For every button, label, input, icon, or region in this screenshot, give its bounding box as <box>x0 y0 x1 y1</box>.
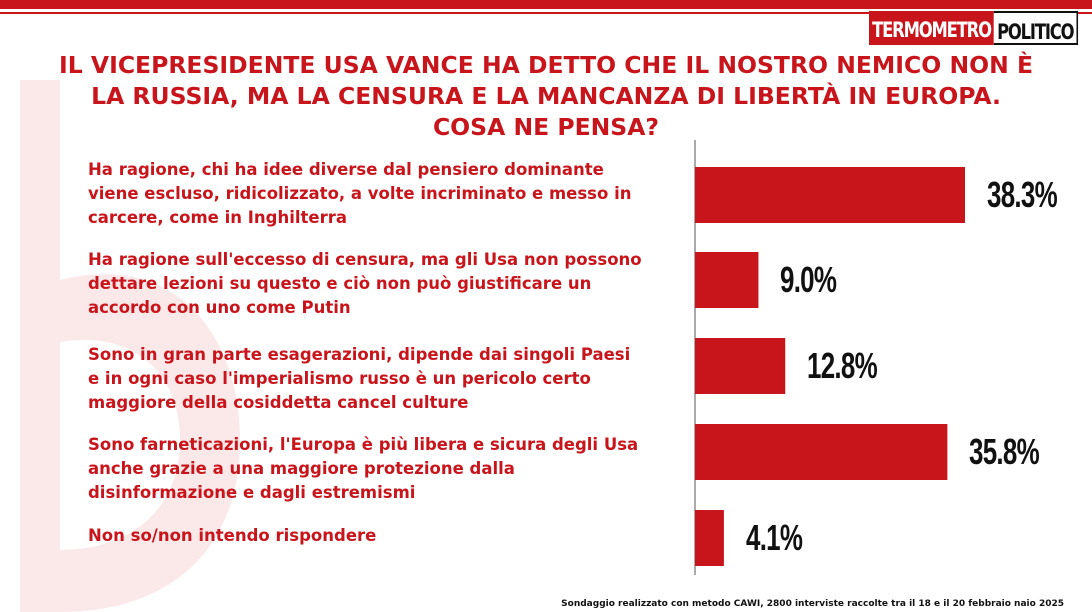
data-label-2: 9.0% <box>780 259 837 300</box>
category-label-4-line-1: Sono farneticazioni, l'Europa è più libe… <box>88 435 639 454</box>
bar-1 <box>695 167 965 223</box>
category-label-5: Non so/non intendo rispondere <box>88 524 688 548</box>
category-label-2-line-1: Ha ragione sull'eccesso di censura, ma g… <box>88 250 642 269</box>
logo-part-2: POLITICO <box>993 11 1079 45</box>
title-line-1: IL VICEPRESIDENTE USA VANCE HA DETTO CHE… <box>58 51 1034 79</box>
category-label-4-line-2: anche grazie a una maggiore protezione d… <box>88 459 515 478</box>
category-label-2-line-3: accordo con uno come Putin <box>88 298 351 317</box>
category-label-2-line-2: dettare lezioni su questo e ciò non può … <box>88 274 592 293</box>
category-label-3-line-3: maggiore della cosiddetta cancel culture <box>88 393 469 412</box>
background-watermark <box>20 80 240 612</box>
data-label-3: 12.8% <box>807 345 878 386</box>
data-label-1: 38.3% <box>987 174 1058 215</box>
data-label-5: 4.1% <box>745 517 803 558</box>
termometro-politico-logo: TERMOMETRO POLITICO <box>869 11 1079 45</box>
category-label-4: Sono farneticazioni, l'Europa è più libe… <box>88 433 688 505</box>
data-label-4: 35.8% <box>969 431 1040 472</box>
category-label-1: Ha ragione, chi ha idee diverse dal pens… <box>88 158 688 230</box>
bar-4 <box>695 424 948 480</box>
top-accent-bar <box>0 0 1092 9</box>
category-label-5-line-1: Non so/non intendo rispondere <box>88 526 377 545</box>
category-label-3-line-2: e in ogni caso l'imperialismo russo è un… <box>88 369 591 388</box>
survey-footnote: Sondaggio realizzato con metodo CAWI, 28… <box>561 599 1064 609</box>
bar-5 <box>695 510 724 566</box>
page-title: IL VICEPRESIDENTE USA VANCE HA DETTO CHE… <box>20 50 1072 143</box>
logo-part-1: TERMOMETRO <box>869 11 994 45</box>
category-label-4-line-3: disinformazione e dagli estremismi <box>88 483 416 502</box>
bar-2 <box>695 252 759 308</box>
category-label-2: Ha ragione sull'eccesso di censura, ma g… <box>88 248 688 320</box>
category-label-1-line-1: Ha ragione, chi ha idee diverse dal pens… <box>88 160 604 179</box>
category-label-3: Sono in gran parte esagerazioni, dipende… <box>88 343 688 415</box>
bar-3 <box>695 338 786 394</box>
category-label-3-line-1: Sono in gran parte esagerazioni, dipende… <box>88 345 631 364</box>
category-label-1-line-3: carcere, come in Inghilterra <box>88 208 347 227</box>
title-line-3: COSA NE PENSA? <box>432 113 660 141</box>
title-line-2: LA RUSSIA, MA LA CENSURA E LA MANCANZA D… <box>91 82 1001 110</box>
category-label-1-line-2: viene escluso, ridicolizzato, a volte in… <box>88 184 632 203</box>
top-accent-line <box>0 12 1092 14</box>
